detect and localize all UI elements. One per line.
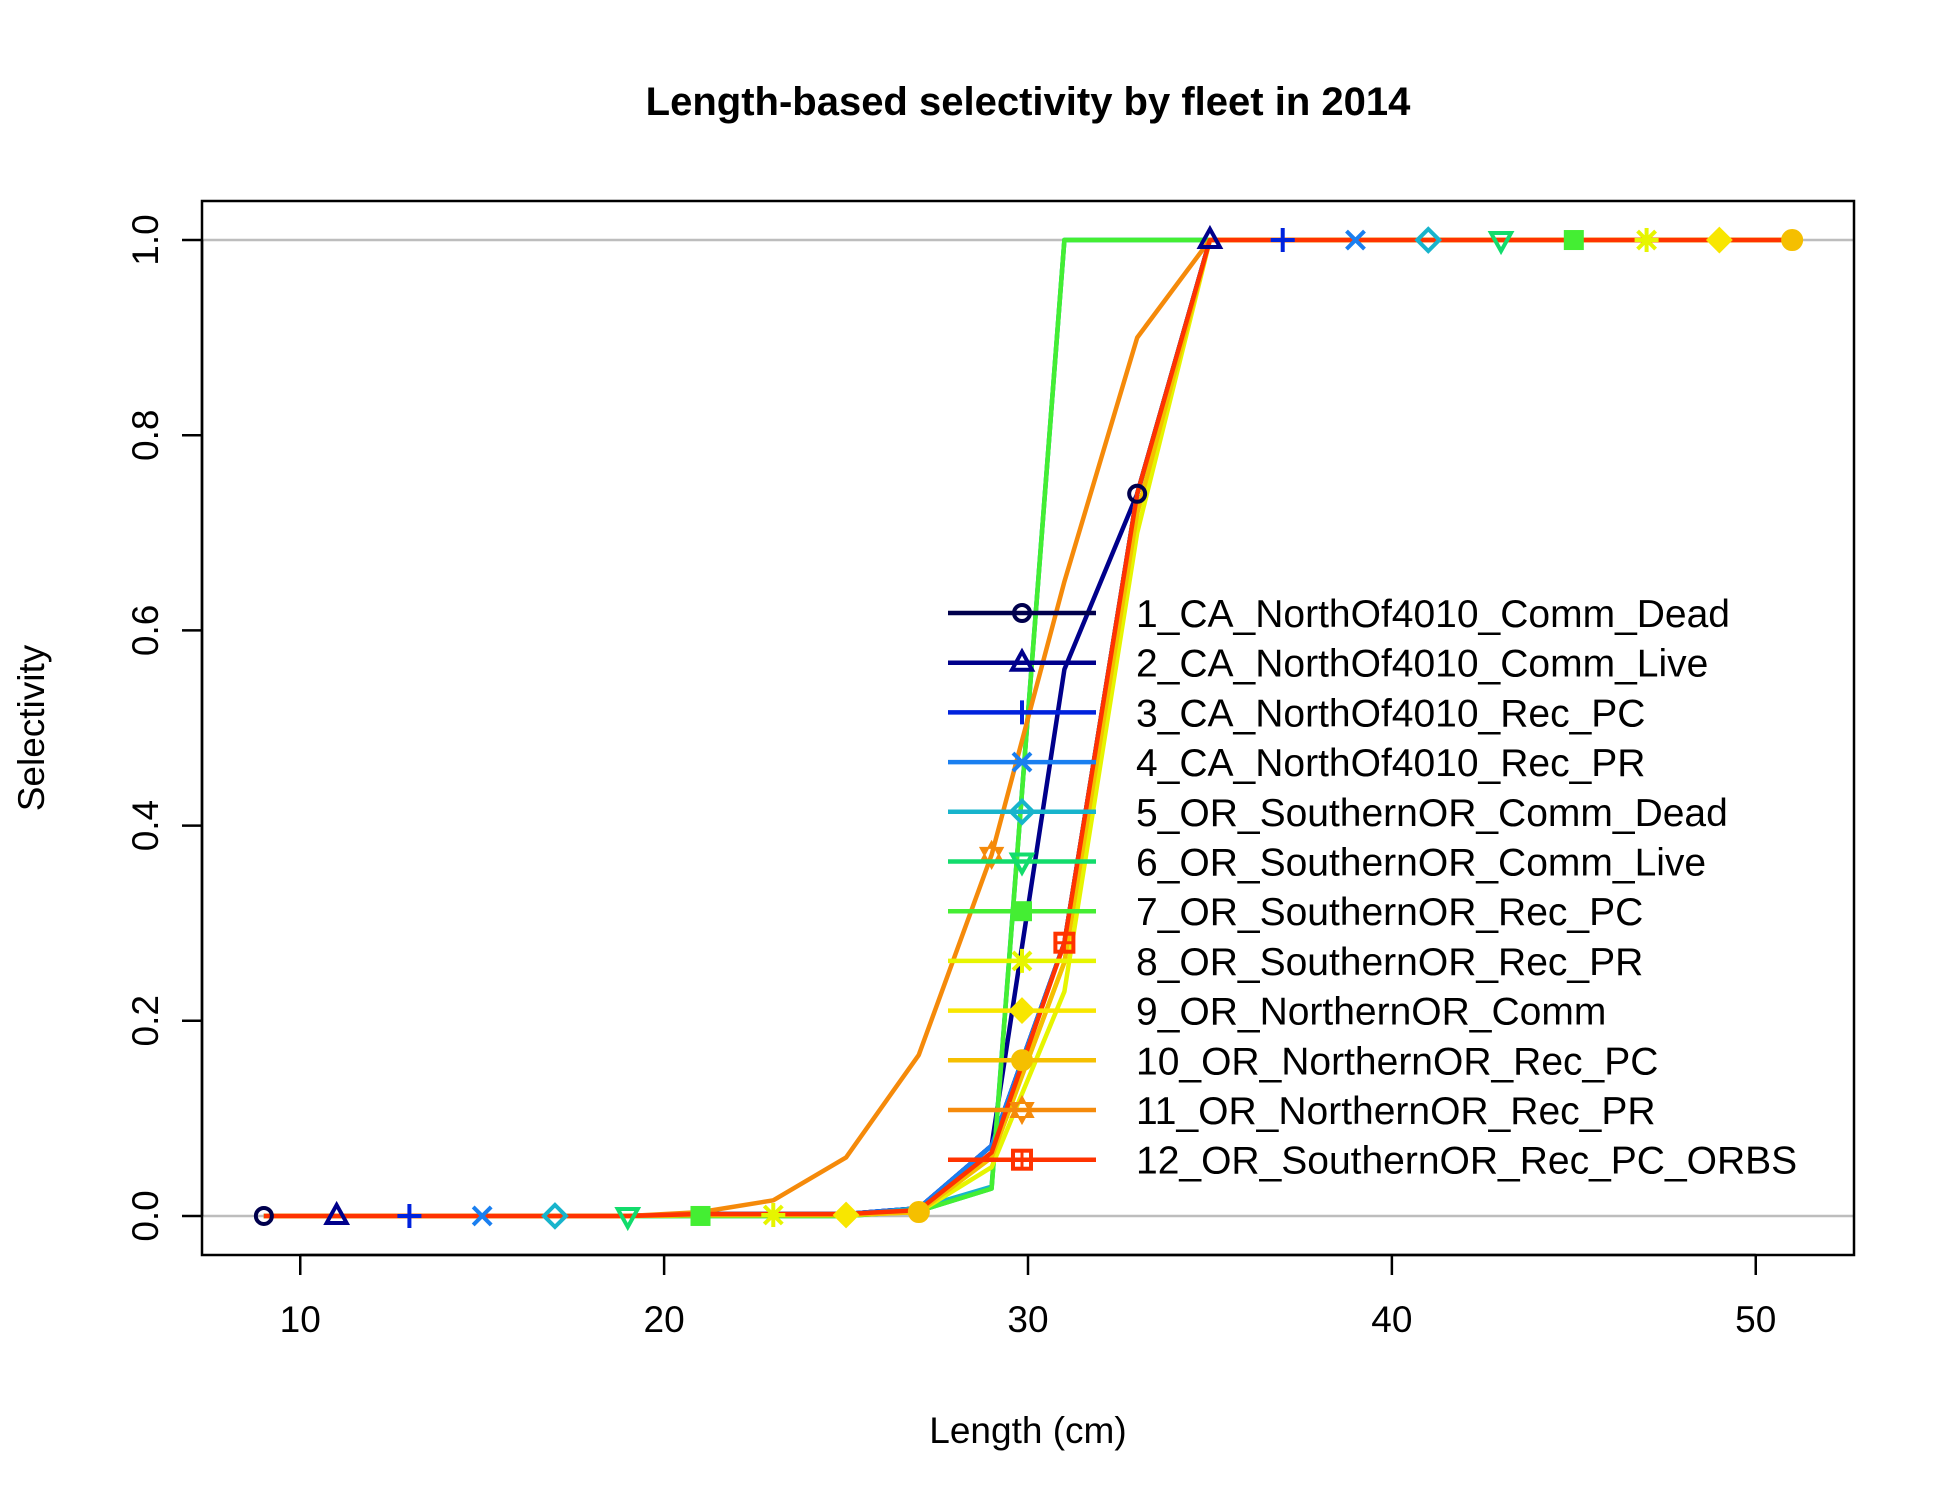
data-point [1196,224,1224,250]
legend-item: 1_CA_NorthOf4010_Comm_Dead [948,593,1730,636]
y-tick-label: 0.6 [125,605,166,656]
data-point [541,1202,569,1230]
series-markers-12 [1053,931,1076,954]
legend-item: 4_CA_NorthOf4010_Rec_PR [948,742,1645,785]
legend-marker [1008,997,1036,1025]
legend-item: 3_CA_NorthOf4010_Rec_PC [948,692,1645,735]
data-point [397,1203,422,1228]
data-point [690,1205,711,1226]
series-markers-2 [323,224,1224,1225]
legend-label: 12_OR_SouthernOR_Rec_PC_ORBS [1136,1140,1797,1183]
legend-marker [1010,948,1034,973]
data-point [1127,483,1148,504]
data-point [1270,228,1295,253]
data-point [1634,228,1659,253]
legend-marker [1013,1150,1031,1169]
data-point [471,1205,493,1227]
legend-label: 7_OR_SouthernOR_Rec_PC [1136,891,1643,934]
x-axis-label: Length (cm) [929,1410,1126,1451]
series-markers-9 [832,226,1733,1229]
data-point [1487,231,1515,256]
data-point [1414,226,1443,254]
legend-item: 5_OR_SouthernOR_Comm_Dead [948,792,1728,835]
legend-marker [1008,852,1036,877]
legend-label: 4_CA_NorthOf4010_Rec_PR [1136,742,1645,785]
x-tick-label: 20 [644,1299,685,1340]
data-point [907,1201,930,1224]
legend: 1_CA_NorthOf4010_Comm_Dead 2_CA_NorthOf40… [948,593,1797,1183]
y-tick-label: 0.2 [125,995,166,1046]
x-tick-label: 40 [1371,1299,1412,1340]
legend-marker [1009,1094,1035,1126]
series-markers-7 [690,230,1584,1226]
series-line-12 [263,237,1793,1219]
x-tick-label: 50 [1735,1299,1776,1340]
legend-marker [1010,700,1034,725]
data-point [323,1200,351,1225]
chart-title: Length-based selectivity by fleet in 201… [646,80,1411,124]
series-markers-1 [253,483,1148,1226]
legend-item: 7_OR_SouthernOR_Rec_PC [948,891,1643,934]
series-markers [253,224,1804,1232]
legend-label: 6_OR_SouthernOR_Comm_Live [1136,842,1706,885]
legend-marker [1011,1049,1033,1072]
y-tick-label: 0.0 [125,1190,166,1241]
legend-item: 10_OR_NorthernOR_Rec_PC [948,1040,1658,1083]
series-markers-3 [397,228,1295,1228]
legend-marker [1008,797,1036,826]
legend-item: 11_OR_NorthernOR_Rec_PR [948,1090,1656,1133]
series-lines [263,237,1793,1219]
x-tick-label: 10 [280,1299,321,1340]
series-markers-8 [761,228,1659,1227]
data-point [614,1206,642,1232]
legend-label: 10_OR_NorthernOR_Rec_PC [1136,1040,1658,1083]
series-markers-5 [541,226,1443,1230]
y-axis: 0.0 0.2 0.4 0.6 0.8 1.0 [125,214,204,1242]
legend-marker [1008,647,1036,672]
legend-item: 12_OR_SouthernOR_Rec_PC_ORBS [948,1140,1797,1183]
data-point [1055,933,1074,952]
legend-label: 9_OR_NorthernOR_Comm [1136,991,1606,1034]
series-markers-10 [907,229,1804,1224]
series-markers-6 [614,231,1515,1232]
data-point [761,1202,786,1227]
y-axis-label: Selectivity [11,644,52,811]
legend-item: 6_OR_SouthernOR_Comm_Live [948,842,1706,885]
legend-label: 11_OR_NorthernOR_Rec_PR [1136,1090,1656,1133]
series-markers-4 [471,229,1366,1227]
legend-label: 1_CA_NorthOf4010_Comm_Dead [1136,593,1730,636]
data-point [1705,226,1733,254]
x-tick-label: 30 [1007,1299,1048,1340]
legend-label: 2_CA_NorthOf4010_Comm_Live [1136,643,1708,686]
x-axis: 10 20 30 40 50 [280,1253,1776,1340]
legend-item: 9_OR_NorthernOR_Comm [948,991,1606,1034]
y-tick-label: 0.4 [125,800,166,851]
legend-item: 2_CA_NorthOf4010_Comm_Live [948,643,1708,686]
data-point [832,1201,860,1229]
legend-label: 5_OR_SouthernOR_Comm_Dead [1136,792,1728,835]
y-tick-label: 0.8 [125,410,166,461]
legend-marker [1011,751,1033,773]
data-point [1781,229,1804,252]
legend-marker [1012,901,1032,922]
y-tick-label: 1.0 [125,214,166,265]
data-point [1563,230,1584,251]
legend-item: 8_OR_SouthernOR_Rec_PR [948,941,1643,984]
data-point [1345,229,1366,251]
data-point [253,1205,274,1226]
legend-marker [1012,603,1032,623]
legend-label: 8_OR_SouthernOR_Rec_PR [1136,941,1643,984]
legend-label: 3_CA_NorthOf4010_Rec_PC [1136,692,1645,735]
